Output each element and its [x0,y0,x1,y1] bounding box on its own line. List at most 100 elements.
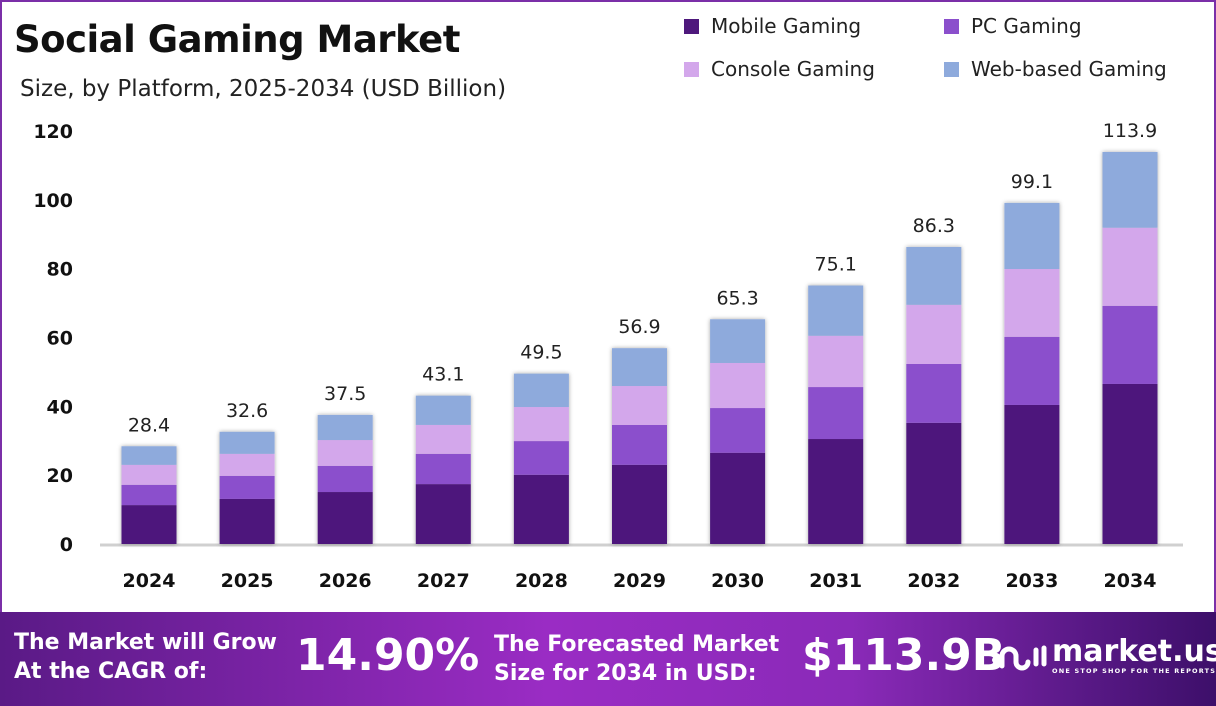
bar-segment-console-gaming [906,304,962,365]
bar-segment-mobile-gaming [317,492,373,544]
bar-segment-console-gaming [513,407,569,442]
x-tick-label: 2031 [809,570,862,592]
y-tick-label: 100 [33,190,73,212]
bar-segment-mobile-gaming [906,422,962,544]
bar-segment-pc-gaming [121,484,177,506]
bar-segment-pc-gaming [808,387,864,440]
cagr-label-line2: At the CAGR of: [14,659,208,684]
forecast-label-line2: Size for 2034 in USD: [494,661,757,686]
bar-total-label: 75.1 [815,254,857,276]
bar-segment-mobile-gaming [1102,383,1158,544]
bar-segment-web-based-gaming [219,431,275,454]
logo-icon [992,645,1047,671]
y-tick-label: 20 [47,465,73,487]
legend-swatch [684,61,699,77]
bar-segment-mobile-gaming [219,498,275,544]
bar-segment-pc-gaming [415,453,471,485]
forecast-label-line1: The Forecasted Market [494,632,780,657]
legend-item-mobile: Mobile Gaming [684,14,861,38]
bar-segment-pc-gaming [317,465,373,493]
legend-label: PC Gaming [971,14,1082,38]
logo-tagline: ONE STOP SHOP FOR THE REPORTS [1052,667,1216,675]
bar-segment-mobile-gaming [1004,404,1060,544]
y-tick-label: 80 [47,259,73,281]
bar-stack [1004,202,1060,544]
legend-item-console: Console Gaming [684,57,875,81]
x-tick-label: 2025 [221,570,274,592]
x-tick-label: 2033 [1005,570,1058,592]
bar-segment-pc-gaming [1004,336,1060,405]
bar-segment-mobile-gaming [415,484,471,544]
legend-label: Web-based Gaming [971,57,1167,81]
legend-label: Console Gaming [711,57,875,81]
summary-banner: The Market will Grow At the CAGR of: 14.9… [0,612,1216,706]
x-tick-label: 2024 [123,570,176,592]
legend-swatch [944,18,959,34]
x-tick-label: 2032 [907,570,960,592]
bar-stack [808,285,864,544]
cagr-label-line1: The Market will Grow [14,630,277,655]
bar-segment-console-gaming [808,335,864,388]
bar-segment-console-gaming [415,424,471,454]
y-tick-label: 120 [33,121,73,143]
bar-segment-mobile-gaming [513,474,569,544]
logo-wordmark: market.us [1052,634,1216,669]
legend-item-web: Web-based Gaming [944,57,1167,81]
bar-segment-mobile-gaming [808,439,864,544]
bar-total-label: 56.9 [618,316,660,338]
bar-segment-web-based-gaming [808,285,864,336]
bar-segment-web-based-gaming [121,446,177,465]
bar-total-label: 65.3 [716,287,758,309]
bar-segment-console-gaming [1102,227,1158,306]
bar-segment-console-gaming [121,464,177,485]
y-tick-label: 40 [47,396,73,418]
bar-stack [612,348,667,544]
bar-segment-web-based-gaming [1102,151,1158,228]
bar-segment-web-based-gaming [415,395,471,425]
bar-stack [1102,151,1158,544]
bar-total-label: 99.1 [1011,171,1053,193]
bar-segment-console-gaming [710,362,766,409]
bar-stack [513,373,569,544]
bar-segment-console-gaming [317,440,373,466]
y-tick-label: 0 [60,534,73,556]
bar-stack [415,395,471,544]
x-tick-label: 2026 [319,570,372,592]
forecast-label: The Forecasted Market Size for 2034 in US… [494,630,779,688]
bar-segment-console-gaming [1004,269,1060,337]
bar-segment-web-based-gaming [1004,202,1060,270]
bar-stack [317,414,373,544]
bar-segment-web-based-gaming [513,373,569,408]
forecast-value: $113.9B [802,630,1006,681]
x-tick-label: 2034 [1104,570,1157,592]
cagr-label: The Market will Grow At the CAGR of: [14,628,277,686]
x-tick-label: 2028 [515,570,568,592]
bar-total-label: 113.9 [1103,120,1157,142]
bar-segment-pc-gaming [219,475,275,499]
legend-item-pc: PC Gaming [944,14,1082,38]
bar-segment-mobile-gaming [612,464,667,544]
legend-swatch [684,18,699,34]
bar-segment-web-based-gaming [317,414,373,441]
x-tick-label: 2030 [711,570,764,592]
bar-segment-web-based-gaming [710,319,766,363]
bar-segment-mobile-gaming [121,505,177,544]
bar-segment-pc-gaming [1102,305,1158,384]
bar-segment-console-gaming [612,386,667,425]
bar-total-label: 86.3 [913,215,955,237]
x-tick-label: 2029 [613,570,666,592]
market-us-logo: market.us ONE STOP SHOP FOR THE REPORTS [988,636,1216,676]
x-tick-label: 2027 [417,570,470,592]
bar-segment-pc-gaming [612,424,667,465]
bar-stack [906,246,962,544]
bar-segment-web-based-gaming [906,246,962,305]
chart-title: Social Gaming Market [14,18,460,61]
chart-subtitle: Size, by Platform, 2025-2034 (USD Billio… [20,76,507,102]
bar-stack [710,319,766,544]
bar-stack [121,446,177,544]
bar-segment-web-based-gaming [612,348,667,387]
bar-segment-pc-gaming [710,408,766,453]
legend-label: Mobile Gaming [711,14,862,38]
bar-total-label: 49.5 [520,342,562,364]
bar-stack [219,431,275,544]
